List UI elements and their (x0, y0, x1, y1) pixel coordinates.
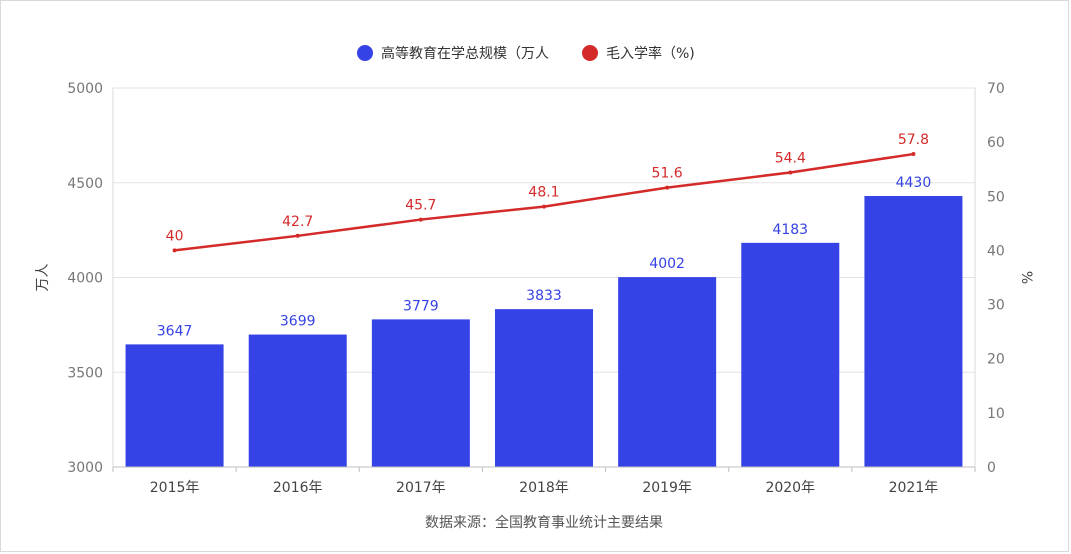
legend-label-rate: 毛入学率（%) (606, 45, 695, 62)
legend-marker-rate (582, 45, 598, 61)
line-point (295, 233, 300, 238)
bar-series: 3647 3699 3779 3833 4002 4183 4430 (125, 175, 963, 467)
y-tick-label: 3500 (67, 365, 103, 381)
bar-value-label: 4430 (896, 175, 932, 191)
y2-tick-label: 20 (987, 352, 1005, 368)
bar (248, 334, 347, 467)
line-point (911, 152, 916, 157)
line-point (788, 170, 793, 175)
y-tick-label: 5000 (67, 81, 103, 97)
x-tick-label: 2017年 (396, 480, 446, 496)
line-series: 40 42.7 45.7 48.1 51.6 54.4 57.8 (166, 132, 929, 253)
x-tick-label: 2016年 (273, 480, 323, 496)
bar (864, 196, 963, 467)
y2-tick-label: 30 (987, 298, 1005, 314)
legend: 高等教育在学总规模（万人 毛入学率（%) (357, 45, 695, 62)
bar (371, 319, 470, 467)
bar-value-label: 4002 (649, 256, 685, 272)
line-value-label: 51.6 (652, 166, 683, 182)
axes: 3000 3500 4000 4500 5000 0 10 20 30 40 50 60 70 2015年… (67, 81, 1004, 496)
bar (125, 344, 224, 467)
bar-value-label: 4183 (772, 222, 808, 238)
line-value-label: 48.1 (528, 185, 559, 201)
y2-tick-label: 70 (987, 81, 1005, 97)
legend-marker-enrollment (357, 45, 373, 61)
line-point (542, 204, 546, 209)
y-tick-label: 3000 (67, 460, 103, 476)
x-tick-label: 2021年 (889, 480, 939, 496)
line-point (418, 217, 423, 222)
y-tick-label: 4500 (67, 176, 103, 192)
x-tick-label: 2020年 (765, 480, 815, 496)
line-value-label: 42.7 (282, 214, 313, 230)
y-axis-label: 万人 (35, 264, 51, 292)
bar (618, 277, 717, 467)
line-value-label: 45.7 (405, 198, 436, 214)
x-tick-label: 2018年 (519, 480, 569, 496)
bar-value-label: 3833 (526, 288, 562, 304)
y2-tick-label: 10 (987, 406, 1005, 422)
line-point (172, 248, 177, 253)
y-tick-label: 4000 (67, 271, 103, 287)
line-point (665, 185, 670, 190)
y2-tick-label: 50 (987, 189, 1005, 205)
line-value-label: 54.4 (775, 150, 806, 166)
y2-axis-label: % (1018, 271, 1034, 284)
source-note: 数据来源：全国教育事业统计主要结果 (425, 514, 663, 531)
bar-value-label: 3699 (280, 314, 316, 330)
legend-label-enrollment: 高等教育在学总规模（万人 (381, 45, 549, 62)
y2-tick-label: 60 (987, 135, 1005, 151)
y2-tick-label: 0 (987, 460, 996, 476)
x-tick-label: 2015年 (150, 480, 200, 496)
bar-value-label: 3779 (403, 298, 439, 314)
line-value-label: 40 (166, 228, 184, 244)
bar (741, 242, 840, 467)
x-tick-label: 2019年 (642, 480, 692, 496)
bar (495, 309, 593, 467)
bar-value-label: 3647 (157, 323, 193, 339)
line-value-label: 57.8 (898, 132, 929, 148)
y2-tick-label: 40 (987, 243, 1005, 259)
